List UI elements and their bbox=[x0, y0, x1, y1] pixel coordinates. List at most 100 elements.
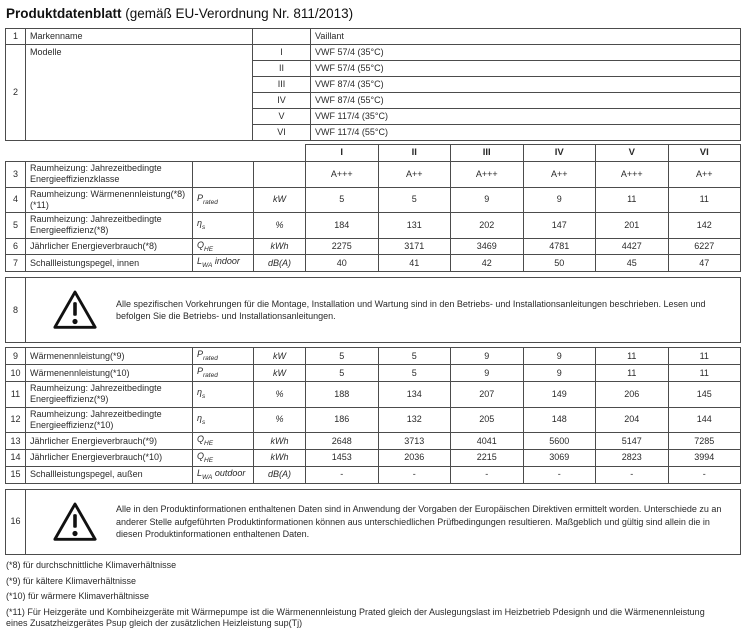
model-index: VI bbox=[252, 124, 311, 141]
value-cell: 2215 bbox=[450, 449, 524, 468]
section-a-table: I II III IV V VI 3 Raumheizung: Jahrezei… bbox=[5, 144, 741, 273]
unit-cell: kW bbox=[253, 347, 306, 366]
value-cell: 42 bbox=[450, 254, 524, 273]
value-cell: 186 bbox=[305, 406, 379, 434]
value-cell: 201 bbox=[595, 212, 669, 239]
value-cell: A+++ bbox=[595, 161, 669, 188]
row-number: 11 bbox=[5, 381, 26, 408]
row-label: Wärmenennleistung(*9) bbox=[25, 347, 193, 366]
value-cell: 205 bbox=[450, 406, 524, 434]
symbol-cell: Prated bbox=[192, 186, 254, 213]
column-header: V bbox=[595, 144, 669, 162]
unit-cell: dB(A) bbox=[253, 254, 306, 273]
model-name: VWF 117/4 (55°C) bbox=[310, 124, 741, 141]
model-index: II bbox=[252, 60, 311, 77]
symbol-sub: rated bbox=[203, 355, 218, 363]
value-cell: 149 bbox=[522, 381, 596, 408]
row-label: Raumheizung: Jahrezeitbedingte Energieef… bbox=[25, 406, 193, 434]
symbol-cell: ηs bbox=[192, 406, 254, 434]
symbol-cell: QHE bbox=[192, 449, 254, 468]
warning-text: Alle in den Produktinformationen enthalt… bbox=[116, 504, 722, 540]
footnote: (*9) für kältere Klimaverhältnisse bbox=[6, 575, 137, 586]
header-spacer bbox=[6, 145, 306, 162]
model-index: I bbox=[252, 44, 311, 61]
value-cell: 9 bbox=[450, 186, 524, 213]
value-cell: A++ bbox=[522, 161, 596, 188]
table-row-model: III VWF 87/4 (35°C) bbox=[6, 76, 741, 93]
column-header: II bbox=[377, 144, 451, 162]
table-row: 11 Raumheizung: Jahrezeitbedingte Energi… bbox=[5, 381, 741, 408]
value-cell: 5147 bbox=[595, 432, 669, 451]
symbol: η bbox=[197, 218, 202, 229]
value-cell: 144 bbox=[667, 406, 741, 434]
value-cell: 134 bbox=[377, 381, 451, 408]
row-number: 2 bbox=[5, 44, 26, 141]
page-title-main: Produktdatenblatt bbox=[6, 6, 122, 21]
warning-16-table: 16 Alle in den Produktinformationen enth… bbox=[5, 488, 741, 555]
warning-icon bbox=[53, 502, 97, 541]
value-cell: 142 bbox=[667, 212, 741, 239]
value-cell: - bbox=[667, 466, 741, 484]
symbol-suffix: outdoor bbox=[212, 468, 246, 479]
value-cell: 147 bbox=[522, 212, 596, 239]
symbol: P bbox=[197, 366, 204, 377]
value-cell: 5 bbox=[377, 347, 451, 366]
value-cell: 148 bbox=[522, 406, 596, 434]
symbol-suffix: indoor bbox=[212, 256, 240, 267]
value-cell: 40 bbox=[305, 254, 379, 273]
value-cell: 9 bbox=[450, 364, 524, 383]
warning-cell: Alle in den Produktinformationen enthalt… bbox=[25, 488, 741, 555]
row-number: 4 bbox=[5, 186, 26, 213]
value-cell: A++ bbox=[667, 161, 741, 188]
row-number: 10 bbox=[5, 364, 26, 383]
table-row: 12 Raumheizung: Jahrezeitbedingte Energi… bbox=[5, 406, 741, 434]
footnote: (*10) für wärmere Klimaverhältnisse bbox=[6, 591, 150, 602]
row-label: Markenname bbox=[25, 28, 253, 45]
model-index: V bbox=[252, 108, 311, 125]
page-title-suffix: (gemäß EU-Verordnung Nr. 811/2013) bbox=[121, 6, 354, 21]
value-cell: 50 bbox=[522, 254, 596, 273]
symbol: η bbox=[197, 412, 202, 423]
value-cell: 11 bbox=[667, 347, 741, 366]
row-number: 5 bbox=[5, 212, 26, 239]
table-row: 3 Raumheizung: Jahrezeitbedingte Energie… bbox=[5, 161, 741, 188]
symbol-sub: rated bbox=[203, 198, 218, 206]
row-number: 12 bbox=[5, 406, 26, 434]
value-cell: 1453 bbox=[305, 449, 379, 468]
symbol-cell bbox=[192, 161, 254, 188]
symbol-cell: QHE bbox=[192, 237, 254, 256]
value-cell: A++ bbox=[377, 161, 451, 188]
value-cell: 41 bbox=[377, 254, 451, 273]
warning-icon bbox=[53, 290, 97, 330]
row-label: Raumheizung: Wärmenennleistung(*8) (*11) bbox=[25, 186, 193, 213]
value-cell: - bbox=[377, 466, 451, 484]
row-label: Jährlicher Energieverbrauch(*9) bbox=[25, 432, 193, 451]
symbol: Q bbox=[197, 239, 205, 250]
model-index: IV bbox=[252, 92, 311, 109]
value-cell: - bbox=[450, 466, 524, 484]
symbol-cell: LWA outdoor bbox=[192, 466, 254, 484]
value-cell: 45 bbox=[595, 254, 669, 273]
value-cell: 11 bbox=[595, 364, 669, 383]
symbol: L bbox=[197, 468, 203, 479]
table-row: 6 Jährlicher Energieverbrauch(*8) QHE kW… bbox=[5, 237, 741, 256]
value-cell: - bbox=[305, 466, 379, 484]
symbol-sub: HE bbox=[204, 439, 214, 447]
value-cell: 3713 bbox=[377, 432, 451, 451]
value-cell: 145 bbox=[667, 381, 741, 408]
page-title: Produktdatenblatt (gemäß EU-Verordnung N… bbox=[6, 6, 741, 21]
table-row-model: 2 Modelle I VWF 57/4 (35°C) bbox=[5, 44, 741, 141]
unit-cell: kWh bbox=[253, 432, 306, 451]
value-cell: 188 bbox=[305, 381, 379, 408]
model-index-cell bbox=[252, 28, 311, 45]
value-cell: 9 bbox=[522, 347, 596, 366]
row-number: 13 bbox=[5, 432, 26, 451]
value-cell: 6227 bbox=[667, 237, 741, 256]
value-cell: 11 bbox=[595, 186, 669, 213]
value-cell: 9 bbox=[522, 364, 596, 383]
symbol: Q bbox=[197, 434, 205, 445]
value-cell: 202 bbox=[450, 212, 524, 239]
symbol-cell: Prated bbox=[192, 364, 254, 383]
row-label: Wärmenennleistung(*10) bbox=[25, 364, 193, 383]
table-row-brand: 1 Markenname Vaillant bbox=[5, 28, 741, 45]
